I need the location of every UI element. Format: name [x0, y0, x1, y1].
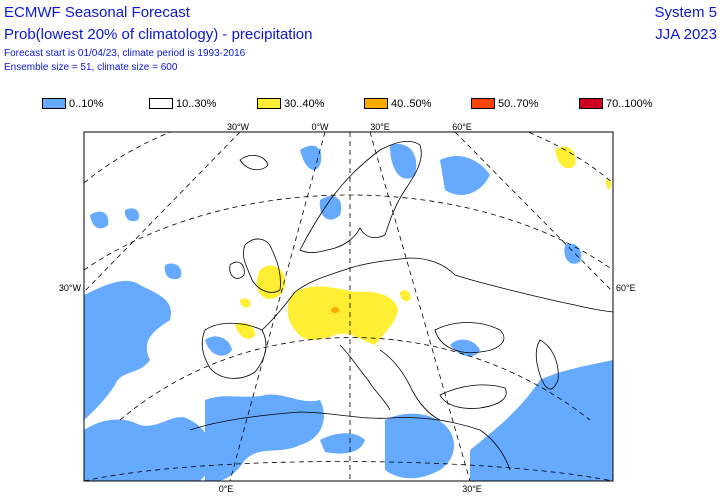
- meridian-line: [454, 132, 613, 293]
- legend-item: 10..30%: [149, 97, 216, 110]
- blue-patch-north-africa-east: [385, 413, 455, 479]
- axis-label-bottom-0e: 0°E: [219, 484, 234, 494]
- meridian-line: [229, 132, 326, 481]
- yellow-patch-arctic-east: [605, 179, 612, 190]
- legend-swatch: [471, 98, 495, 109]
- coastlines: [189, 140, 613, 471]
- coast-black-sea: [434, 322, 505, 354]
- legend-label: 70..100%: [606, 97, 653, 110]
- axis-label-right-60e: 60°E: [616, 283, 636, 293]
- yellow-patch-arctic: [555, 146, 576, 169]
- coast-italy: [339, 344, 391, 411]
- axis-label-top-30e: 30°E: [370, 122, 390, 132]
- legend-item: 50..70%: [471, 97, 538, 110]
- blue-patch-scandinavia: [319, 195, 342, 220]
- map-frame: [83, 131, 614, 482]
- legend-item: 0..10%: [42, 97, 103, 110]
- coast-mainland: [261, 257, 613, 331]
- axis-label-top-0w: 0°W: [311, 122, 329, 132]
- legend-label: 40..50%: [391, 97, 432, 110]
- legend-item: 70..100%: [579, 97, 652, 110]
- blue-patch-west-atlantic: [84, 280, 171, 420]
- axis-label-left-30w: 30°W: [59, 283, 82, 293]
- axis-label-top-30w: 30°W: [227, 122, 250, 132]
- blue-patch-atlantic-south: [84, 417, 212, 481]
- legend-label: 0..10%: [69, 97, 104, 110]
- axis-label-top-60e: 60°E: [452, 122, 472, 132]
- yellow-patch-central-europe: [287, 286, 398, 345]
- legend-swatch: [42, 98, 66, 109]
- season-label: JJA 2023: [655, 26, 717, 43]
- blue-patch-caspian: [450, 339, 480, 357]
- legend-label: 30..40%: [284, 97, 325, 110]
- legend-swatch: [149, 98, 173, 109]
- orange-spot: [331, 307, 339, 313]
- legend-swatch: [364, 98, 388, 109]
- legend-item: 30..40%: [257, 97, 324, 110]
- coast-iceland: [239, 155, 269, 171]
- meridian-line: [369, 132, 471, 481]
- blue-patch-atlantic-small: [124, 208, 140, 222]
- coast-uk: [243, 238, 281, 293]
- yellow-patch-iberia-north: [235, 323, 255, 339]
- legend-swatch: [257, 98, 281, 109]
- ensemble-info: Ensemble size = 51, climate size = 600: [4, 62, 178, 73]
- forecast-info: Forecast start is 01/04/23, climate peri…: [4, 48, 246, 59]
- blue-patch-norway-sea: [300, 145, 322, 170]
- legend-label: 50..70%: [498, 97, 539, 110]
- coast-iberia: [201, 322, 267, 379]
- blue-patch-iberia-south: [205, 336, 232, 356]
- legend-label: 10..30%: [176, 97, 217, 110]
- blue-patch-ural: [564, 243, 582, 264]
- blue-patch-north-africa-central: [320, 433, 365, 454]
- blue-patch-middle-east: [470, 360, 613, 481]
- coast-anatolia: [439, 384, 507, 409]
- meridian-line: [84, 132, 241, 293]
- coast-north-africa: [189, 411, 511, 471]
- yellow-patch-uk: [256, 265, 286, 299]
- parallel-line: [84, 132, 613, 184]
- coast-caspian: [535, 339, 559, 390]
- parallel-line: [84, 461, 613, 481]
- probability-shading: [84, 144, 613, 481]
- parallel-line: [119, 337, 591, 421]
- blue-patch-atlantic-north: [90, 211, 109, 229]
- parallel-line: [84, 194, 613, 271]
- legend-swatch: [579, 98, 603, 109]
- blue-patch-finland: [390, 144, 417, 179]
- blue-patch-atlantic-mid: [164, 263, 182, 280]
- graticule: [84, 132, 613, 481]
- coast-balkans: [379, 349, 441, 421]
- yellow-patch-france-west: [240, 298, 251, 308]
- blue-patch-russia-north: [440, 155, 490, 195]
- axis-label-bottom-30e: 30°E: [462, 484, 482, 494]
- blue-patch-north-africa-west: [205, 394, 324, 481]
- map-title: ECMWF Seasonal Forecast: [4, 4, 190, 21]
- map-subtitle: Prob(lowest 20% of climatology) - precip…: [4, 26, 313, 43]
- legend-item: 40..50%: [364, 97, 431, 110]
- coast-ireland: [229, 261, 245, 279]
- system-label: System 5: [654, 4, 717, 21]
- yellow-patch-poland: [400, 290, 411, 302]
- coast-scandinavia: [299, 140, 422, 254]
